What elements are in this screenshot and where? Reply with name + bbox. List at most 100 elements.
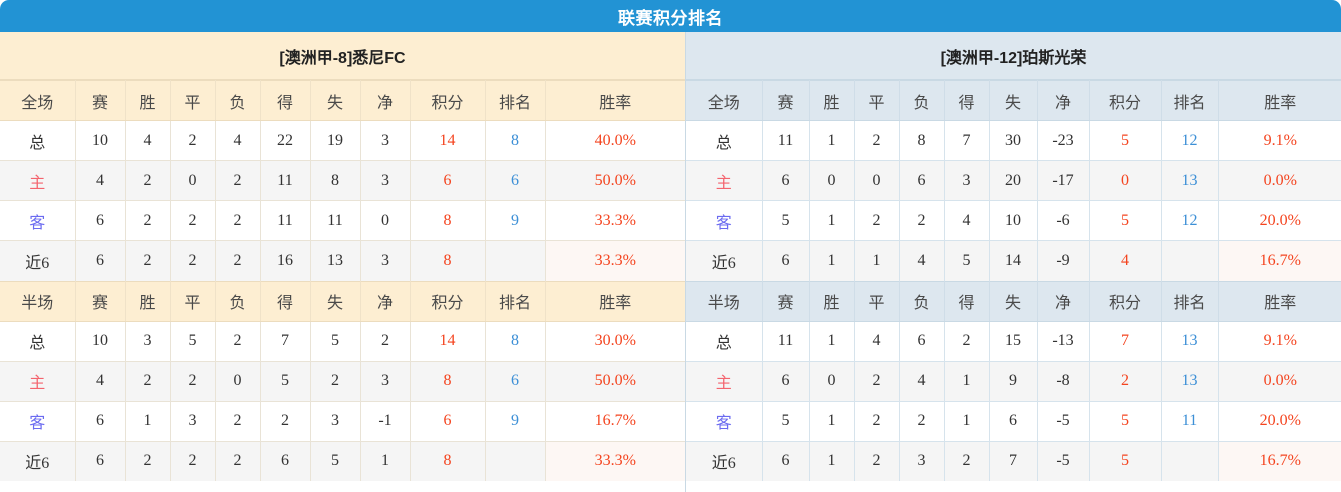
column-header-9: 排名 (1161, 280, 1219, 322)
cell-value: 2 (170, 240, 216, 281)
column-header-0: 全场 (686, 80, 763, 121)
cell-points: 0 (1089, 160, 1162, 201)
table-row[interactable]: 近6 6 1 1 4 5 14 -9 4 16.7% (686, 240, 1341, 281)
cell-rank (1161, 240, 1219, 281)
cell-value: 4 (125, 120, 171, 161)
table-row[interactable]: 主 6 0 2 4 1 9 -8 2 13 0.0% (686, 361, 1341, 402)
cell-value: 10 (75, 120, 126, 161)
cell-value: 3 (125, 321, 171, 362)
cell-points: 8 (410, 441, 486, 481)
table-row[interactable]: 总 10 3 5 2 7 5 2 14 8 30.0% (0, 321, 685, 362)
table-row[interactable]: 总 11 1 2 8 7 30 -23 5 12 9.1% (686, 120, 1341, 161)
cell-value: 4 (75, 361, 126, 402)
cell-rank: 6 (485, 160, 546, 201)
cell-value: 15 (989, 321, 1038, 362)
cell-win-rate: 33.3% (545, 240, 685, 281)
away-stats-table: 半场赛胜平负得失净积分 排名 胜率总 11 1 4 6 2 15 -13 7 13 9.1% 主 6 0 2 4 1… (686, 280, 1341, 481)
table-row[interactable]: 客 5 1 2 2 4 10 -6 5 12 20.0% (686, 200, 1341, 241)
cell-points: 5 (1089, 401, 1162, 442)
cell-value: 2 (125, 200, 171, 241)
row-label-recent: 近6 (686, 240, 763, 281)
cell-points: 5 (1089, 441, 1162, 481)
row-label-recent: 近6 (686, 441, 763, 481)
column-header-2: 胜 (125, 80, 171, 121)
cell-rank: 8 (485, 321, 546, 362)
cell-value: 11 (762, 120, 810, 161)
cell-win-rate: 0.0% (1218, 160, 1341, 201)
cell-value: 2 (215, 441, 261, 481)
cell-value: 2 (170, 361, 216, 402)
cell-value: 5 (944, 240, 990, 281)
cell-value: 3 (944, 160, 990, 201)
away-team-name: [澳洲甲-12]珀斯光荣 (686, 32, 1341, 80)
cell-rank (485, 441, 546, 481)
cell-value: 1 (944, 401, 990, 442)
column-header-5: 得 (944, 280, 990, 322)
cell-value: 6 (899, 160, 945, 201)
cell-value: 2 (125, 361, 171, 402)
table-row[interactable]: 近6 6 2 2 2 6 5 1 8 33.3% (0, 441, 685, 481)
row-label-away: 客 (0, 200, 76, 241)
cell-value: 3 (360, 120, 411, 161)
cell-value: 2 (854, 401, 900, 442)
cell-value: 6 (75, 240, 126, 281)
standings-tables: [澳洲甲-8]悉尼FC 全场赛胜平负得失净积分 排名 胜率总 10 4 2 4 22 19 3 14… (0, 32, 1341, 492)
table-row[interactable]: 客 6 1 3 2 2 3 -1 6 9 16.7% (0, 401, 685, 442)
cell-value: 6 (75, 401, 126, 442)
cell-value: 3 (899, 441, 945, 481)
cell-points: 8 (410, 200, 486, 241)
column-header-7: 净 (1037, 80, 1090, 121)
column-header-2: 胜 (809, 280, 855, 322)
column-header-10: 胜率 (1218, 280, 1341, 322)
column-header-5: 得 (944, 80, 990, 121)
cell-value: -1 (360, 401, 411, 442)
cell-value: 2 (854, 200, 900, 241)
home-stats-table: 半场赛胜平负得失净积分 排名 胜率总 10 3 5 2 7 5 2 14 8 30.0% 主 4 2 2 0 5 2 3… (0, 280, 685, 481)
cell-rank: 9 (485, 200, 546, 241)
cell-value: 16 (260, 240, 311, 281)
table-row[interactable]: 主 4 2 2 0 5 2 3 8 6 50.0% (0, 361, 685, 402)
row-label-away: 客 (0, 401, 76, 442)
cell-value: 2 (215, 240, 261, 281)
cell-value: 2 (899, 401, 945, 442)
cell-rank: 8 (485, 120, 546, 161)
cell-win-rate: 30.0% (545, 321, 685, 362)
cell-value: 2 (899, 200, 945, 241)
table-row[interactable]: 总 10 4 2 4 22 19 3 14 8 40.0% (0, 120, 685, 161)
stats-header-row: 半场赛胜平负得失净积分 排名 胜率 (686, 280, 1341, 322)
cell-rank: 13 (1161, 160, 1219, 201)
table-row[interactable]: 主 6 0 0 6 3 20 -17 0 13 0.0% (686, 160, 1341, 201)
cell-value: 1 (944, 361, 990, 402)
cell-value: 6 (762, 361, 810, 402)
row-label-recent: 近6 (0, 240, 76, 281)
table-row[interactable]: 总 11 1 4 6 2 15 -13 7 13 9.1% (686, 321, 1341, 362)
cell-value: -23 (1037, 120, 1090, 161)
table-row[interactable]: 近6 6 1 2 3 2 7 -5 5 16.7% (686, 441, 1341, 481)
cell-points: 2 (1089, 361, 1162, 402)
cell-value: 1 (809, 240, 855, 281)
panel-title-bar: 联赛积分排名 (0, 0, 1341, 32)
cell-value: 4 (944, 200, 990, 241)
column-header-5: 得 (260, 280, 311, 322)
cell-win-rate: 40.0% (545, 120, 685, 161)
cell-value: 10 (75, 321, 126, 362)
page-title: 联赛积分排名 (618, 8, 723, 28)
cell-value: 8 (310, 160, 361, 201)
cell-win-rate: 50.0% (545, 361, 685, 402)
cell-win-rate: 16.7% (545, 401, 685, 442)
table-row[interactable]: 客 5 1 2 2 1 6 -5 5 11 20.0% (686, 401, 1341, 442)
cell-value: 5 (260, 361, 311, 402)
column-header-2: 胜 (809, 80, 855, 121)
cell-value: -5 (1037, 441, 1090, 481)
table-row[interactable]: 主 4 2 0 2 11 8 3 6 6 50.0% (0, 160, 685, 201)
column-header-3: 平 (854, 280, 900, 322)
row-label-total: 总 (0, 120, 76, 161)
column-header-7: 净 (1037, 280, 1090, 322)
column-header-8: 积分 (1089, 80, 1162, 121)
table-row[interactable]: 近6 6 2 2 2 16 13 3 8 33.3% (0, 240, 685, 281)
cell-points: 14 (410, 120, 486, 161)
cell-win-rate: 20.0% (1218, 401, 1341, 442)
column-header-6: 失 (989, 280, 1038, 322)
cell-value: -6 (1037, 200, 1090, 241)
table-row[interactable]: 客 6 2 2 2 11 11 0 8 9 33.3% (0, 200, 685, 241)
